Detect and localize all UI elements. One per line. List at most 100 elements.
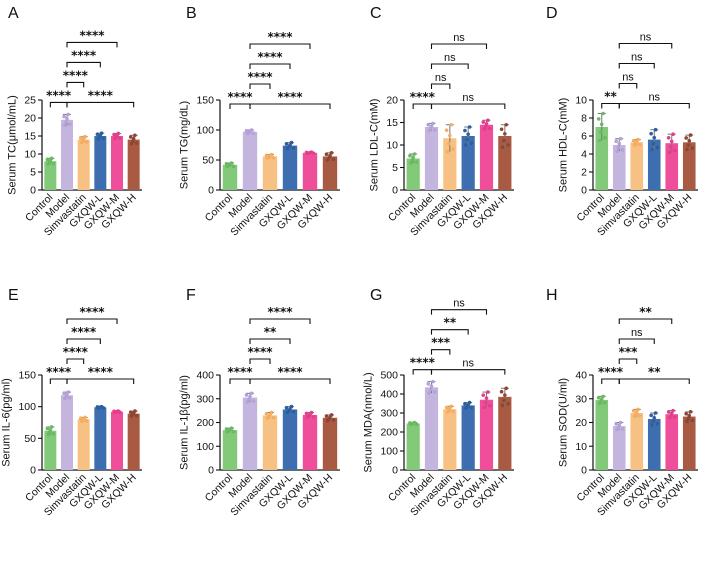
panel-letter: A	[8, 5, 19, 22]
data-point	[49, 425, 54, 429]
bar-gxqw-l	[94, 407, 107, 470]
data-point	[81, 417, 86, 421]
significance-bracket	[430, 83, 451, 89]
y-tick-label: 2	[581, 167, 587, 179]
data-point	[448, 133, 452, 138]
significance-bracket	[66, 101, 135, 108]
data-point	[325, 158, 330, 162]
data-point	[448, 406, 452, 411]
y-axis-label: Serum TC(μmol/mL)	[7, 95, 19, 195]
panel-letter: D	[546, 5, 558, 22]
data-point	[686, 143, 691, 147]
data-point	[129, 142, 134, 146]
data-point	[673, 415, 677, 419]
significance-bracket	[601, 378, 620, 384]
data-point	[615, 427, 619, 432]
data-point	[616, 145, 621, 150]
data-point	[81, 137, 86, 141]
data-point	[483, 400, 488, 405]
data-point	[464, 406, 468, 411]
data-point	[463, 128, 467, 133]
significance-label: **	[444, 316, 457, 330]
data-point	[308, 412, 312, 417]
data-point	[228, 427, 232, 432]
data-point	[432, 390, 437, 394]
bar-model	[242, 131, 258, 190]
data-point	[84, 140, 89, 144]
data-point	[412, 152, 417, 156]
bar-simvastatin	[262, 156, 278, 190]
y-tick-label: 4	[581, 149, 587, 161]
data-point	[265, 156, 270, 160]
data-point	[486, 390, 490, 394]
y-tick-label: 15	[386, 117, 398, 129]
data-point	[690, 418, 695, 423]
significance-label: **	[639, 305, 652, 319]
data-point	[651, 419, 656, 424]
data-point	[652, 135, 657, 140]
significance-bracket	[249, 338, 291, 344]
significance-label: ****	[267, 30, 293, 44]
data-point	[79, 140, 84, 145]
y-axis-label: Serum HDL-C(mM)	[558, 98, 570, 193]
data-point	[599, 130, 603, 135]
data-point	[249, 391, 254, 396]
bar-model	[424, 387, 439, 470]
data-point	[650, 423, 654, 427]
data-point	[112, 132, 116, 137]
data-point	[48, 428, 53, 432]
data-point	[328, 153, 332, 158]
significance-bracket	[618, 62, 655, 69]
data-point	[231, 429, 236, 434]
significance-bracket	[430, 63, 469, 69]
data-point	[467, 125, 472, 129]
bar-gxqw-h	[682, 142, 696, 190]
data-point	[484, 396, 489, 400]
data-point	[601, 394, 605, 399]
data-point	[686, 416, 691, 421]
data-point	[291, 409, 296, 414]
y-tick-label: 0	[581, 185, 587, 197]
data-point	[483, 124, 488, 129]
data-point	[285, 146, 290, 151]
significance-label: ****	[277, 90, 303, 104]
y-tick-label: 100	[196, 441, 214, 453]
significance-bracket	[249, 318, 311, 324]
y-tick-label: 0	[581, 465, 587, 477]
significance-bracket	[249, 378, 331, 384]
data-point	[466, 403, 470, 407]
data-point	[79, 419, 84, 424]
data-point	[133, 133, 137, 138]
y-tick-label: 10	[575, 441, 587, 453]
data-point	[601, 111, 605, 116]
data-point	[655, 145, 660, 150]
panel-letter: G	[370, 287, 382, 304]
significance-label: ns	[453, 32, 465, 44]
data-point	[65, 116, 69, 121]
significance-label: ****	[227, 90, 253, 104]
y-tick-label: 50	[202, 155, 214, 167]
data-point	[451, 409, 455, 414]
data-point	[325, 418, 330, 423]
significance-label: ns	[631, 52, 643, 64]
significance-label: ns	[622, 72, 634, 84]
data-point	[426, 382, 431, 386]
data-point	[632, 414, 637, 419]
data-point	[445, 149, 450, 154]
y-tick-label: 100	[18, 401, 36, 413]
data-point	[228, 162, 232, 167]
data-point	[311, 415, 316, 419]
y-tick-label: 40	[575, 370, 587, 382]
data-point	[63, 396, 67, 401]
bar-gxqw-m	[302, 152, 318, 190]
y-tick-label: 0	[392, 465, 398, 477]
y-tick-label: 5	[392, 162, 398, 174]
significance-label: **	[648, 365, 661, 379]
data-point	[688, 133, 693, 137]
data-point	[414, 160, 419, 164]
data-point	[129, 414, 134, 418]
bar-control	[222, 164, 238, 190]
data-point	[481, 120, 486, 124]
y-tick-label: 0	[30, 465, 36, 477]
